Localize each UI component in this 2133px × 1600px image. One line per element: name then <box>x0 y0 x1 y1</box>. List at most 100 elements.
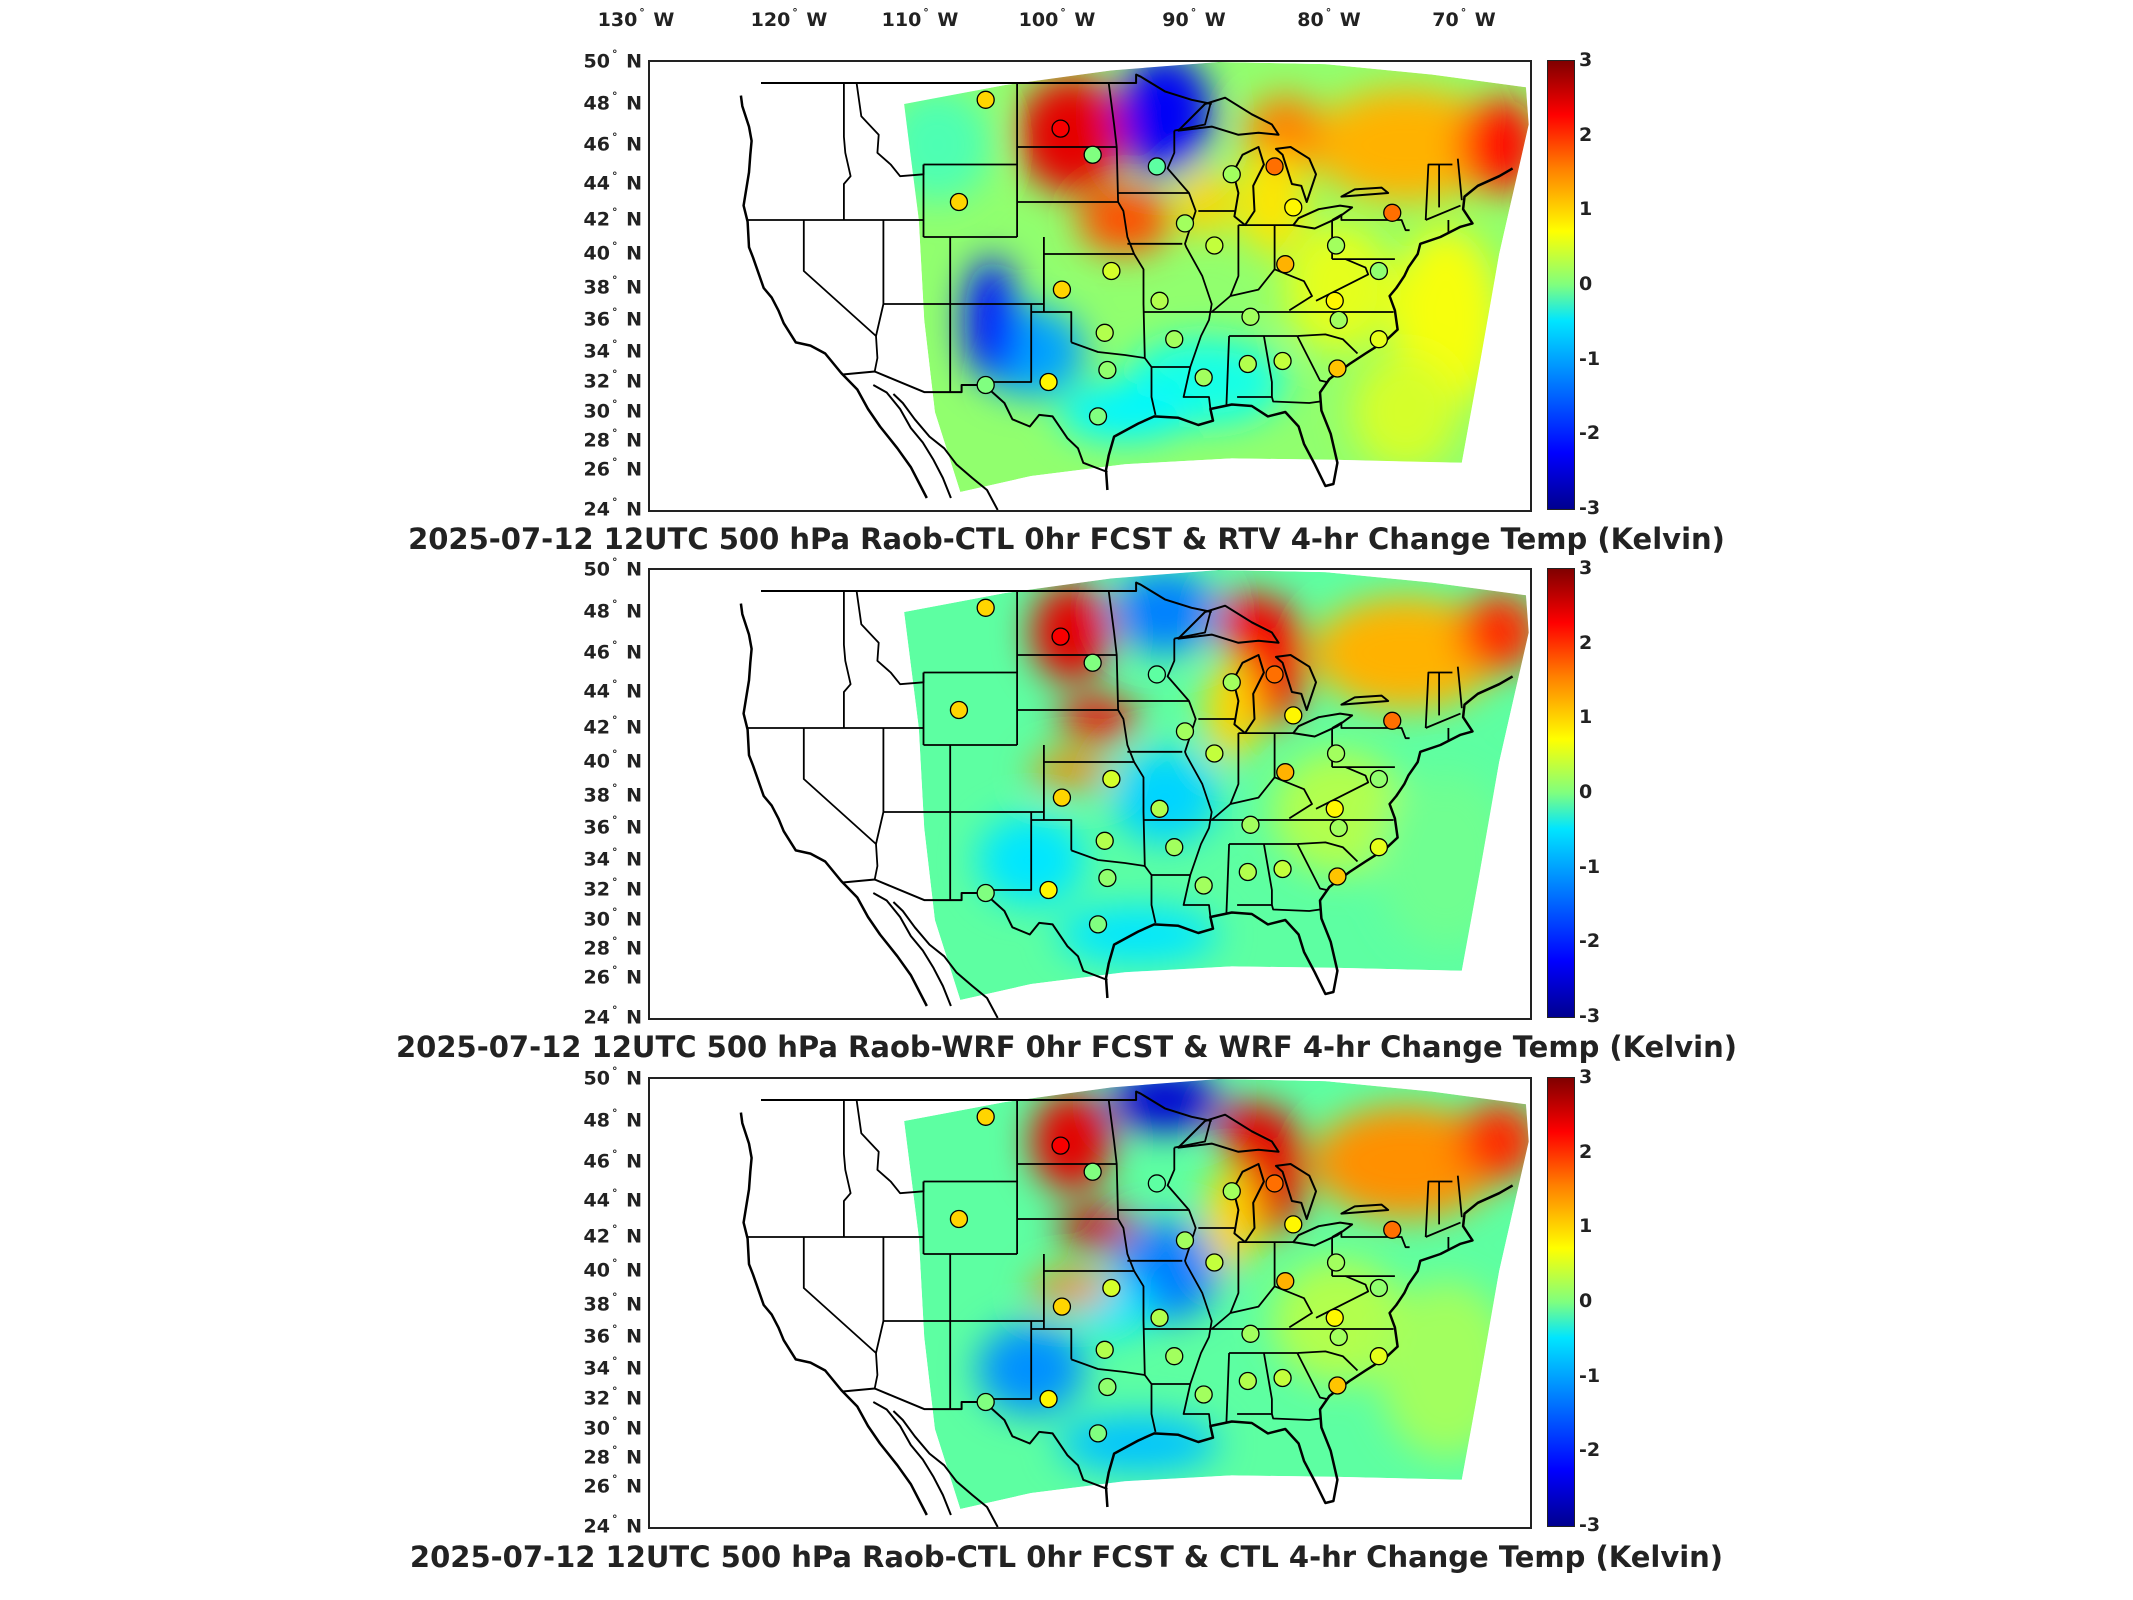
colorbar-tick-label: 1 <box>1579 198 1593 221</box>
raob-station-marker <box>1329 818 1348 838</box>
map-frame-wrf <box>648 568 1532 1020</box>
lat-label-48: 48 ° N <box>583 597 642 623</box>
raob-station-marker <box>1325 291 1344 310</box>
raob-station-marker <box>1241 1324 1260 1343</box>
lat-label-50: 50 ° N <box>583 1064 642 1090</box>
state-boundary <box>1296 335 1327 383</box>
raob-station-marker <box>1194 1385 1213 1404</box>
state-boundary <box>1331 721 1410 740</box>
border-canada <box>761 73 1212 105</box>
state-boundary <box>1225 1352 1230 1424</box>
raob-station-marker <box>1284 1215 1303 1234</box>
state-boundary <box>842 83 852 220</box>
state-boundary <box>1229 225 1240 297</box>
colorbar-tick-label: 3 <box>1579 557 1593 579</box>
lat-label-36: 36 ° N <box>583 305 642 331</box>
raob-station-marker <box>1265 1174 1284 1193</box>
raob-station-marker <box>1369 1278 1389 1298</box>
raob-station-marker <box>1326 744 1346 763</box>
raob-station-marker <box>1238 354 1257 374</box>
temperature-map-wrf <box>739 570 1529 1018</box>
raob-station-marker <box>1273 859 1292 879</box>
anomaly-blob <box>1218 1100 1272 1162</box>
lat-label-34: 34 ° N <box>583 337 642 363</box>
raob-station-marker <box>1102 769 1121 789</box>
lat-label-40: 40 ° N <box>583 747 642 773</box>
raob-station-marker <box>1325 1308 1344 1327</box>
raob-station-marker <box>1150 1308 1169 1327</box>
raob-station-marker <box>1205 744 1224 763</box>
state-boundary <box>1211 1285 1313 1330</box>
state-boundary <box>1166 638 1213 918</box>
lat-label-48: 48 ° N <box>583 89 642 115</box>
lat-label-30: 30 ° N <box>583 1414 642 1440</box>
coastline-west <box>739 1112 928 1516</box>
lat-label-42: 42 ° N <box>583 713 642 739</box>
raob-station-marker <box>1083 653 1102 672</box>
raob-station-marker <box>1205 1253 1224 1272</box>
state-boundary <box>1166 130 1213 410</box>
state-boundary <box>1424 671 1453 729</box>
raob-station-marker <box>1238 862 1257 882</box>
lat-label-38: 38 ° N <box>583 273 642 299</box>
coastline-west <box>739 603 928 1007</box>
lat-label-26: 26 ° N <box>583 455 642 481</box>
state-boundary <box>1225 843 1230 915</box>
state-boundary <box>983 304 1033 383</box>
colorbar-tick-label: 2 <box>1579 1140 1593 1163</box>
state-boundary <box>1229 733 1240 805</box>
state-boundary <box>873 728 885 880</box>
raob-station-marker <box>976 883 995 903</box>
raob-station-marker <box>1326 1253 1346 1272</box>
raob-station-marker <box>1265 665 1284 684</box>
lat-label-28: 28 ° N <box>583 426 642 452</box>
raob-station-marker <box>1098 360 1117 380</box>
coastline-baja <box>872 892 952 1007</box>
anomaly-blob <box>1017 76 1125 193</box>
state-boundary <box>1174 103 1212 132</box>
colorbar-tick-label: 3 <box>1579 1066 1593 1088</box>
great-lake-outline <box>1177 1113 1280 1153</box>
state-boundary <box>1456 158 1463 201</box>
coastline-east <box>1104 675 1514 999</box>
temperature-map-rtv <box>739 62 1529 510</box>
lat-label-30: 30 ° N <box>583 905 642 931</box>
anomaly-blob <box>1205 658 1259 762</box>
panel-title-rtv: 2025-07-12 12UTC 500 hPa Raob-CTL 0hr FC… <box>408 522 1725 556</box>
colorbar-tick-label: -3 <box>1579 1005 1601 1027</box>
raob-station-marker <box>1052 1297 1072 1316</box>
map-panel-wrf: 50 ° N 48 ° N 46 ° N 44 ° N 42 ° N 40 ° N 38 ° N 36 ° N… <box>0 556 2133 1076</box>
raob-station-marker <box>1273 1368 1292 1388</box>
state-boundary <box>842 591 852 728</box>
state-boundary <box>873 220 885 372</box>
raob-station-marker <box>1150 799 1169 818</box>
great-lake-outline <box>1177 96 1280 136</box>
raob-station-marker <box>1238 1371 1257 1391</box>
great-lake-outline <box>1292 204 1354 230</box>
raob-station-marker <box>1051 119 1070 138</box>
coastline-east <box>1104 167 1514 491</box>
great-lake-outline <box>1274 146 1317 203</box>
raob-station-marker <box>1102 261 1121 281</box>
border-canada <box>761 1090 1212 1122</box>
lat-label-36: 36 ° N <box>583 1322 642 1348</box>
great-lake-outline <box>1292 712 1354 738</box>
lat-label-42: 42 ° N <box>583 205 642 231</box>
raob-station-marker <box>976 1392 995 1412</box>
lat-label-48: 48 ° N <box>583 1106 642 1132</box>
raob-station-marker <box>1222 673 1241 692</box>
colorbar-tick-label: -1 <box>1579 347 1601 370</box>
lat-label-24: 24 ° N <box>583 495 642 521</box>
raob-station-marker <box>1165 838 1184 857</box>
raob-station-marker <box>1328 359 1347 378</box>
state-boundary <box>983 1321 1033 1400</box>
lat-label-42: 42 ° N <box>583 1222 642 1248</box>
raob-station-marker <box>1383 203 1402 222</box>
raob-station-marker <box>1284 706 1303 725</box>
raob-station-marker <box>1165 1347 1184 1366</box>
state-boundary <box>1211 268 1313 313</box>
anomaly-field <box>904 570 1529 1000</box>
raob-station-marker <box>976 1107 995 1126</box>
raob-station-marker <box>1147 665 1167 684</box>
anomaly-blob <box>1057 383 1192 441</box>
